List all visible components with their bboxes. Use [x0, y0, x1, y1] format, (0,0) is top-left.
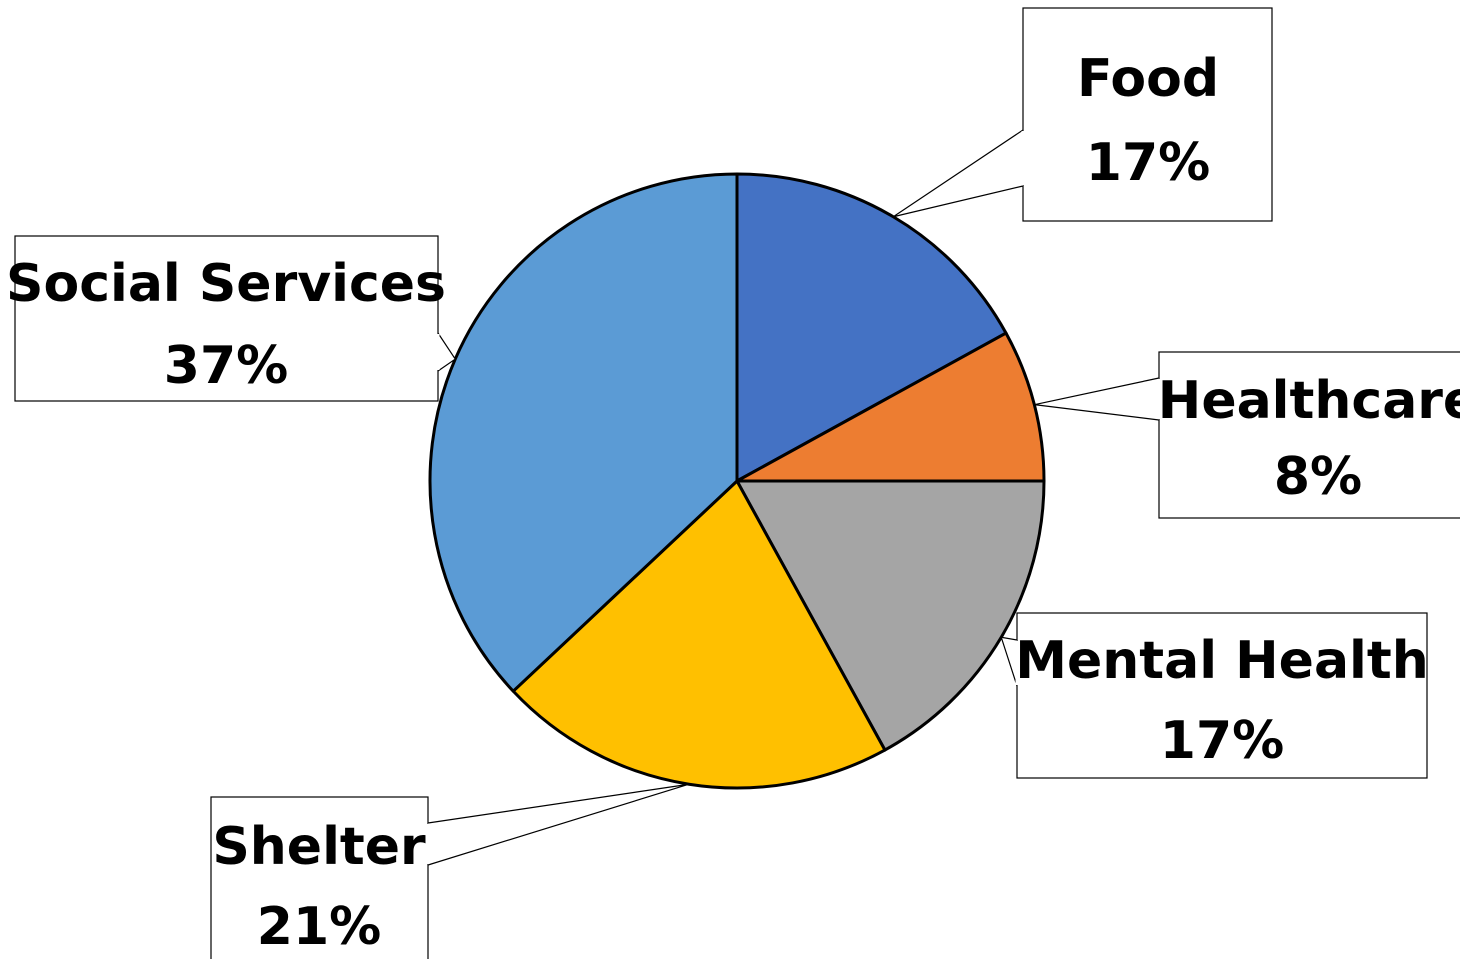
- callout-value-label: 17%: [1160, 711, 1284, 771]
- callout-value-label: 21%: [257, 897, 381, 957]
- callout-value-label: 17%: [1086, 133, 1210, 193]
- callout-pointer: [1000, 636, 1018, 687]
- callout-mental-health: Mental Health 17%: [1000, 612, 1429, 779]
- callout-value-label: 8%: [1274, 447, 1362, 507]
- callout-category-label: Social Services: [6, 254, 446, 314]
- data-label-callouts: Food 17% Healthcare 8% Mental Health 17% Shelt…: [6, 7, 1460, 959]
- callout-category-label: Mental Health: [1015, 631, 1429, 691]
- callout-pointer: [1034, 377, 1160, 421]
- callout-box: [14, 235, 439, 402]
- callout-category-label: Shelter: [212, 817, 426, 877]
- callout-pointer: [427, 783, 690, 866]
- callout-category-label: Healthcare: [1158, 371, 1460, 431]
- callout-food: Food 17%: [892, 7, 1273, 222]
- callout-pointer: [892, 129, 1024, 218]
- pie-slices: [428, 172, 1046, 790]
- callout-social-services: Social Services 37%: [6, 235, 457, 402]
- callout-box: [210, 796, 429, 959]
- callout-box: [1158, 351, 1460, 519]
- callout-value-label: 37%: [164, 336, 288, 396]
- callout-pointer: [437, 332, 457, 372]
- callout-box: [1016, 612, 1428, 779]
- callout-category-label: Food: [1077, 49, 1219, 109]
- callout-shelter: Shelter 21%: [210, 783, 690, 959]
- callout-healthcare: Healthcare 8%: [1034, 351, 1460, 519]
- callout-box: [1022, 7, 1273, 222]
